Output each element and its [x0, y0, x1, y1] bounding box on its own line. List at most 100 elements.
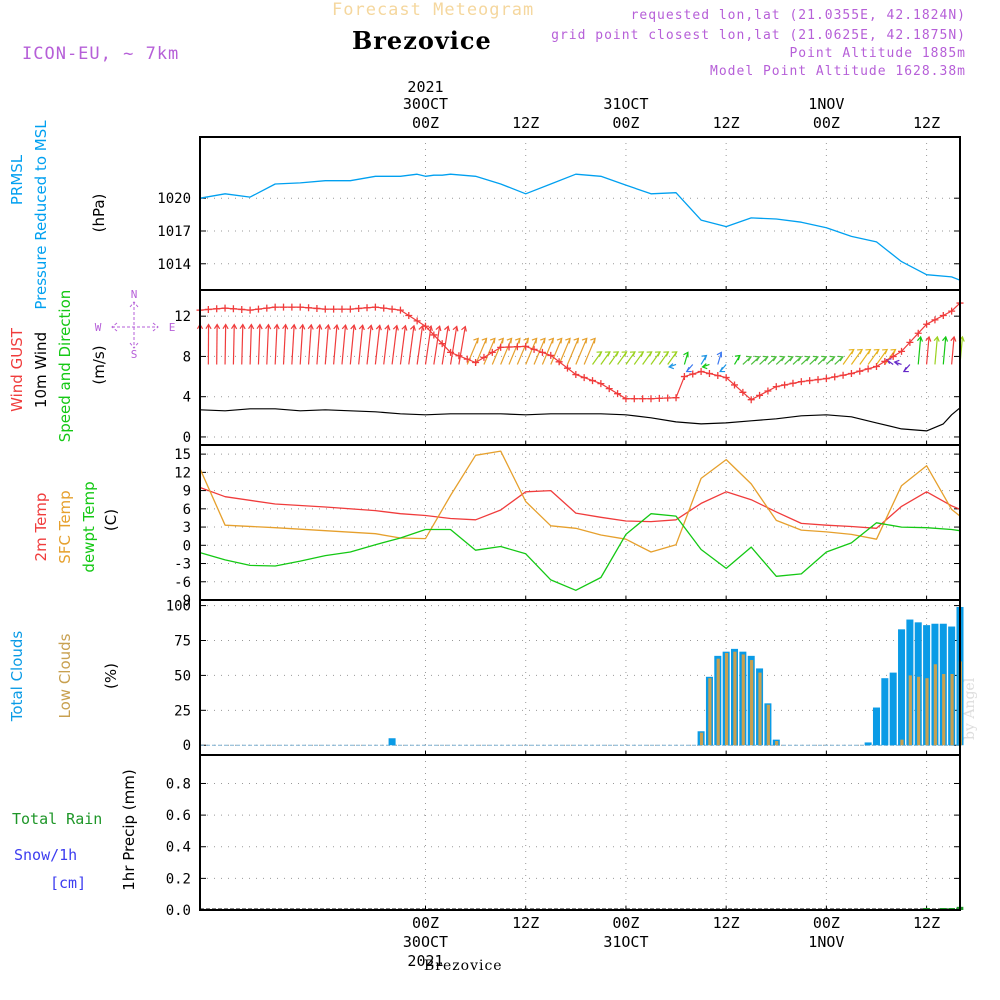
wind-gust-marker — [330, 305, 338, 313]
wind-arrow-head — [452, 325, 459, 332]
point-altitude: Point Altitude 1885m — [789, 46, 966, 61]
wind-arrow-head — [444, 325, 450, 332]
wind-arrow-head — [282, 323, 289, 330]
compass-s-label: S — [131, 348, 138, 361]
y-tick-label: 0 — [183, 430, 191, 446]
wind-arrow-head — [719, 366, 726, 373]
wind-direction-arrow — [867, 349, 880, 365]
wind-gust-marker — [538, 348, 546, 356]
wind-gust-marker — [338, 305, 346, 313]
wind-arrow-head — [893, 359, 900, 366]
wind-arrow-head — [941, 335, 949, 342]
wind-gust-marker — [380, 304, 388, 312]
wind-arrow-head — [506, 337, 513, 344]
total-cloud-bar — [898, 629, 906, 746]
bottom-time-label: 12Z — [713, 914, 740, 932]
wind-direction-arrow — [917, 336, 922, 365]
wind-arrow-head — [565, 337, 571, 344]
wind-arrow-head — [409, 324, 416, 331]
wind-arrow-head — [848, 348, 855, 355]
author-credit: by Angel — [962, 677, 978, 740]
wind-arrow-head — [671, 351, 678, 357]
wind-direction-arrow — [333, 324, 338, 365]
wind-gust-marker — [714, 372, 722, 380]
wind-unit-label: (m/s) — [90, 345, 108, 384]
wind-arrow-head — [498, 337, 504, 344]
compass-w-label: W — [95, 321, 102, 334]
requested-coords: requested lon,lat (21.0355E, 42.1824N) — [630, 8, 966, 23]
temp-unit-label: (C) — [102, 509, 120, 531]
wind-gust-marker — [355, 304, 363, 312]
wind-direction-arrow — [307, 324, 312, 365]
wind-arrow-head — [646, 351, 653, 357]
wind-gust-label: Wind GUST — [8, 327, 26, 412]
wind-arrow-head — [604, 351, 611, 357]
wind-arrow-head — [902, 366, 909, 373]
top-time-label: 00Z — [813, 114, 840, 132]
wind-arrow-head — [882, 348, 889, 355]
wind-arrow-head — [392, 324, 399, 331]
wind-direction-arrow — [416, 325, 424, 365]
wind-gust-marker — [664, 394, 672, 402]
wind-gust-marker — [589, 377, 597, 385]
wind-arrow-head — [248, 323, 255, 330]
wind-gust-marker — [555, 358, 563, 366]
y-tick-label: 0 — [183, 538, 191, 554]
bottom-time-label: 00Z — [612, 914, 639, 932]
wind-arrow-head — [668, 363, 675, 370]
snow-label: Snow/1h — [14, 846, 77, 864]
wind-direction-arrow — [458, 326, 466, 365]
model-altitude: Model Point Altitude 1628.38m — [710, 64, 966, 79]
top-date-label: 1NOV — [808, 95, 844, 113]
temp-dewpoint-line — [199, 513, 961, 591]
wind-gust-marker — [522, 342, 530, 350]
wind-direction-arrow — [550, 338, 563, 365]
wind-gust-marker — [864, 365, 872, 373]
snow-unit-label: [cm] — [50, 874, 86, 892]
low-cloud-bar — [724, 653, 729, 746]
wind-direction-arrow — [466, 338, 479, 365]
low-cloud-bar — [750, 660, 754, 746]
wind-arrow-head — [787, 355, 794, 362]
y-tick-label: 15 — [174, 447, 191, 463]
wind-gust-marker — [505, 343, 513, 351]
wind-gust-marker — [413, 317, 421, 325]
low-cloud-bar — [758, 672, 762, 746]
wind-arrow-head — [701, 363, 708, 370]
wind-direction-arrow — [951, 336, 955, 365]
wind-gust-marker — [672, 394, 680, 402]
wind-direction-arrow — [249, 324, 252, 365]
wind-gust-marker — [547, 351, 555, 359]
wind-direction-arrow — [291, 324, 295, 365]
pressure-line — [199, 173, 961, 281]
total-cloud-bar — [872, 707, 880, 746]
wind-direction-arrow — [525, 338, 538, 365]
wind-arrow-head — [916, 335, 924, 342]
wind-arrow-head — [205, 323, 212, 330]
bottom-date-label: 1NOV — [808, 933, 844, 951]
wind-direction-arrow — [424, 325, 432, 365]
wind-arrow-head — [523, 337, 530, 344]
wind-arrow-head — [230, 323, 238, 330]
wind-arrow-head — [333, 323, 340, 330]
bottom-time-label: 00Z — [813, 914, 840, 932]
wind-arrow-head — [540, 337, 546, 344]
total-cloud-bar — [864, 742, 872, 746]
wind-gust-marker — [614, 390, 622, 398]
wind-direction-arrow — [575, 338, 588, 365]
wind-gust-marker — [430, 331, 438, 339]
top-time-label: 00Z — [612, 114, 639, 132]
wind-arrow-head — [290, 323, 297, 330]
wind-arrow-head — [762, 355, 769, 362]
wind-arrow-head — [754, 355, 761, 362]
wind-gust-marker — [438, 340, 446, 348]
compass-rose-icon — [111, 301, 159, 349]
wind-arrow-head — [548, 337, 555, 344]
wind-arrow-head — [621, 351, 628, 357]
wind-gust-marker — [254, 305, 262, 313]
low-cloud-bar — [775, 741, 779, 746]
wind-direction-arrow — [683, 352, 689, 365]
wind-gust-marker — [363, 304, 371, 312]
bottom-time-label: 12Z — [913, 914, 940, 932]
wind-direction-arrow — [266, 324, 270, 365]
